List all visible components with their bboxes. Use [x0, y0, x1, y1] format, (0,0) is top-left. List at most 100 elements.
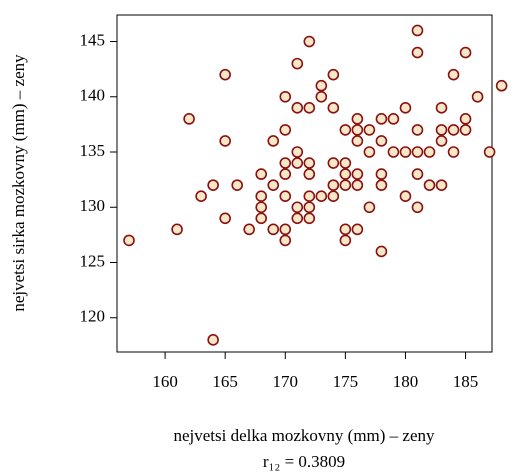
- point: [219, 212, 231, 225]
- point: [279, 124, 292, 136]
- point: [291, 57, 304, 70]
- point: [195, 190, 207, 203]
- point: [219, 135, 231, 147]
- point: [351, 223, 364, 236]
- point: [303, 168, 316, 180]
- x-tick-label: 175: [333, 372, 359, 391]
- point: [291, 201, 304, 214]
- point: [327, 190, 340, 203]
- point: [255, 212, 268, 225]
- point: [363, 124, 376, 136]
- point: [327, 68, 340, 81]
- point: [339, 124, 352, 136]
- point: [435, 124, 448, 136]
- point: [267, 179, 280, 191]
- y-tick-label: 130: [80, 196, 106, 215]
- point: [447, 68, 460, 81]
- point: [327, 157, 340, 169]
- point: [339, 234, 352, 247]
- point: [291, 157, 304, 169]
- point: [231, 179, 243, 191]
- point: [183, 113, 195, 125]
- point: [375, 179, 388, 191]
- point: [315, 190, 328, 203]
- point: [339, 223, 352, 236]
- y-tick-label: 145: [80, 30, 106, 49]
- point: [363, 146, 376, 158]
- point: [327, 179, 340, 191]
- point: [339, 168, 352, 180]
- point: [339, 157, 352, 169]
- point: [303, 201, 316, 214]
- point: [291, 146, 304, 158]
- point: [459, 124, 472, 136]
- point: [315, 90, 328, 103]
- point: [303, 190, 316, 203]
- point: [327, 102, 340, 114]
- point: [339, 179, 352, 191]
- point: [255, 190, 268, 203]
- point: [411, 168, 424, 180]
- point: [351, 124, 364, 136]
- point: [411, 46, 424, 59]
- point: [411, 146, 424, 158]
- point: [123, 234, 135, 247]
- point: [351, 179, 364, 191]
- point: [399, 102, 412, 114]
- point: [399, 146, 412, 158]
- point: [279, 190, 292, 203]
- y-tick-label: 125: [80, 251, 106, 270]
- x-axis-label: nejvetsi delka mozkovny (mm) – zeny: [173, 426, 435, 445]
- point: [219, 68, 231, 81]
- point: [435, 135, 448, 147]
- x-tick-label: 170: [273, 372, 299, 391]
- plot-frame: [116, 14, 493, 353]
- point: [483, 146, 496, 158]
- point: [279, 90, 292, 103]
- point: [255, 201, 268, 214]
- point: [387, 146, 400, 158]
- point: [279, 234, 292, 247]
- point: [351, 135, 364, 147]
- point: [279, 223, 292, 236]
- point: [207, 334, 219, 346]
- point: [255, 168, 268, 180]
- point: [471, 90, 484, 103]
- point: [303, 212, 316, 225]
- point: [267, 135, 280, 147]
- point: [399, 190, 412, 203]
- point: [423, 146, 436, 158]
- point: [459, 46, 472, 59]
- point: [279, 157, 292, 169]
- y-tick-label: 120: [80, 307, 106, 326]
- point: [267, 223, 280, 236]
- x-tick-label: 185: [453, 372, 479, 391]
- y-axis-label: nejvetsi sirka mozkovny (mm) – zeny: [9, 54, 28, 312]
- point: [411, 24, 424, 37]
- x-tick-label: 165: [212, 372, 238, 391]
- y-tick-label: 135: [80, 141, 106, 160]
- point: [387, 113, 400, 125]
- x-tick-label: 180: [393, 372, 419, 391]
- point: [291, 102, 304, 114]
- point: [363, 201, 376, 214]
- point: [291, 212, 304, 225]
- x-tick-label: 160: [152, 372, 178, 391]
- point: [447, 146, 460, 158]
- point: [207, 179, 219, 191]
- point: [447, 124, 460, 136]
- point: [279, 168, 292, 180]
- point: [303, 102, 316, 114]
- point: [459, 113, 472, 125]
- point: [435, 102, 448, 114]
- point: [375, 113, 388, 125]
- point: [411, 124, 424, 136]
- point: [243, 223, 256, 236]
- point: [495, 79, 508, 92]
- annotation: r₁₂ = 0.3809: [263, 452, 345, 471]
- point: [351, 113, 364, 125]
- point: [435, 179, 448, 191]
- point: [411, 201, 424, 214]
- point: [375, 135, 388, 147]
